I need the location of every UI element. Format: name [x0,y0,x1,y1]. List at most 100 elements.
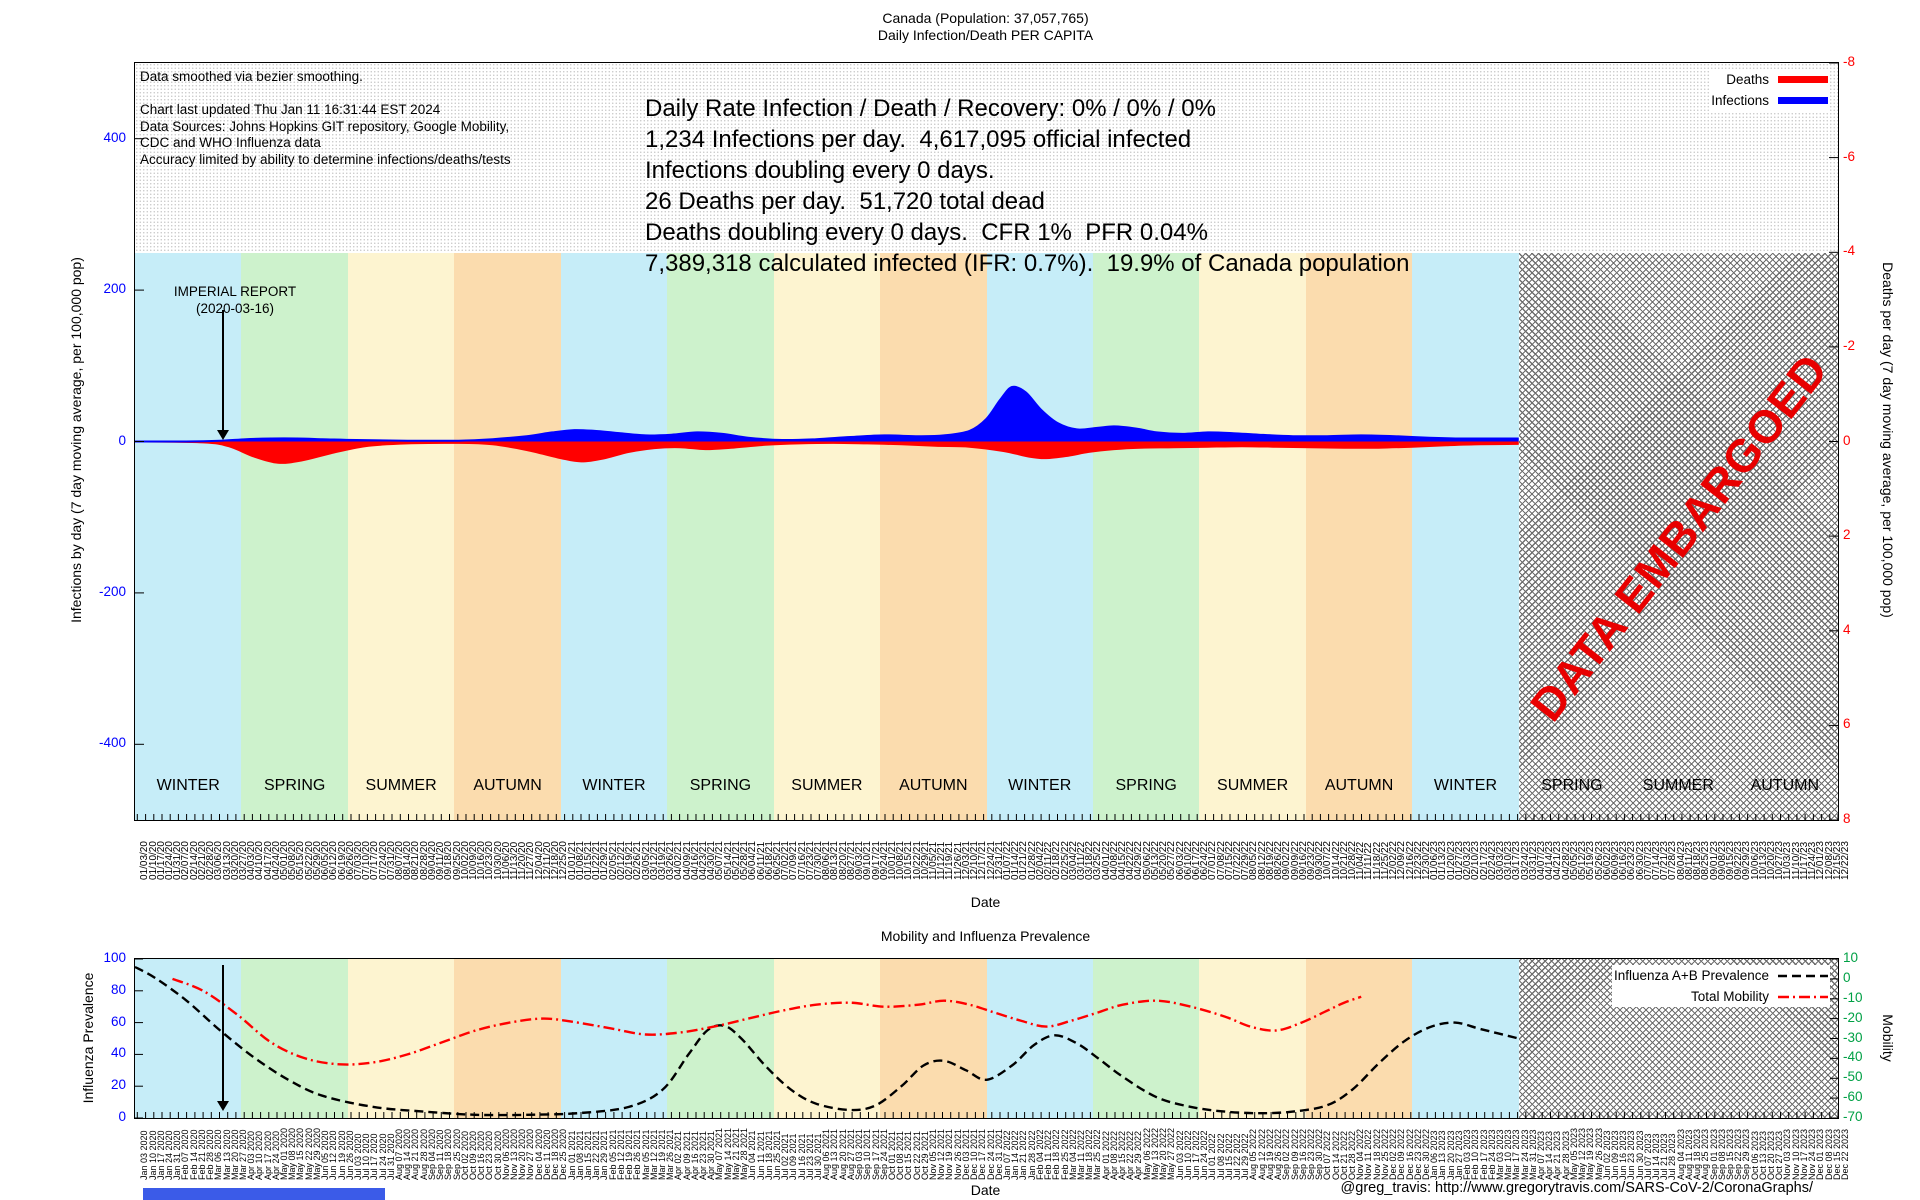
season-label: AUTUMN [899,777,968,794]
y-tick-label: -200 [98,583,126,599]
deaths-line-swatch [1778,76,1828,83]
season-label: WINTER [1433,777,1498,794]
season-label: SPRING [1115,777,1177,794]
daily-stats-block: Daily Rate Infection / Death / Recovery:… [645,93,1410,279]
bottom-chart-title: Mobility and Influenza Prevalence [880,928,1091,944]
infections-line-swatch [1778,97,1828,104]
stats-line: 7,389,318 calculated infected (IFR: 0.7%… [645,250,1410,277]
season-label: AUTUMN [1324,777,1394,794]
season-band [880,959,987,1118]
y-tick-label: 40 [110,1045,126,1061]
note-line: Data smoothed via bezier smoothing. [140,69,363,84]
season-band [880,253,987,820]
y-tick-label: -10 [1843,989,1863,1005]
season-band [667,253,774,820]
season-label: SPRING [689,777,752,794]
legend-label-mobility: Total Mobility [1690,989,1769,1004]
season-label: SUMMER [1217,777,1289,794]
legend-row-mobility: Total Mobility [1612,986,1830,1007]
legend-label-influenza: Influenza A+B Prevalence [1614,968,1769,983]
y-tick-label: 0 [118,1109,126,1124]
season-band [1199,959,1306,1118]
imperial-arrow-head [217,430,229,440]
y-tick-label: -2 [1843,337,1856,353]
bottom-series-layer [134,958,1839,1119]
y-tick-label: 20 [110,1077,126,1093]
bottom-x-axis-label: Date [970,1182,1001,1198]
main-series-layer [134,62,1839,821]
note-line: Data Sources: Johns Hopkins GIT reposito… [140,118,510,134]
y-tick-label: 8 [1843,811,1851,826]
imperial-report-title: IMPERIAL REPORT [173,284,297,299]
cropped-next-chart-fragment [143,1188,385,1200]
season-band [347,253,455,820]
season-band [454,253,561,820]
embargo-region-main: DATA EMBARGOED [1519,253,1838,820]
season-band [241,253,348,820]
credit-link: @greg_travis: http://www.gregorytravis.c… [1340,1180,1813,1196]
season-label: WINTER [582,777,646,794]
season-label: AUTUMN [473,777,542,794]
y-tick-label: 0 [1843,969,1851,985]
season-label: AUTUMN [1750,777,1819,794]
y-tick-label: 0 [118,432,126,448]
x-tick-label: 12/22/23 [1840,841,1851,880]
y-tick-label: -40 [1843,1049,1863,1065]
y-tick-label: -50 [1843,1069,1863,1085]
stats-line: 1,234 Infections per day. 4,617,095 offi… [645,126,1192,153]
y-tick-label: 0 [1843,432,1851,448]
stats-line: Deaths doubling every 0 days. CFR 1% PFR… [645,219,1208,246]
main-plot-area: DATA EMBARGOED Data smoothed via bezier … [134,62,1839,821]
season-label: SPRING [1541,777,1603,794]
deaths-line [134,440,1519,464]
season-band [347,959,455,1118]
page-subtitle: Daily Infection/Death PER CAPITA [877,27,1094,43]
y-tick-label: 2 [1843,527,1851,543]
stats-line: 26 Deaths per day. 51,720 total dead [645,188,1045,215]
y-tick-label: -400 [98,735,126,751]
season-label: SUMMER [365,777,437,794]
season-band [667,959,774,1118]
legend-row-infections: Infections [1709,90,1830,111]
season-label: SPRING [263,777,326,794]
infections-area [135,386,1519,442]
season-band [1305,253,1413,820]
y-tick-label: -60 [1843,1089,1863,1105]
influenza-line [134,965,1519,1117]
note-line: Accuracy limited by ability to determine… [140,151,511,167]
season-band [1412,253,1519,820]
mobility-line-swatch [1778,995,1828,998]
y-tick-label: 10 [1843,950,1859,965]
season-band [773,253,881,820]
y-tick-label: 200 [103,281,126,297]
season-band [773,959,881,1118]
main-legend: Deaths Infections [1709,69,1830,111]
influenza-line-swatch [1778,974,1828,977]
y-tick-label: 80 [110,981,126,997]
note-line: CDC and WHO Influenza data [140,135,321,150]
y-tick-label: -4 [1843,243,1856,259]
y-tick-label: 4 [1843,621,1851,637]
season-band [1305,959,1413,1118]
note-line: Chart last updated Thu Jan 11 16:31:44 E… [140,102,441,117]
legend-row-deaths: Deaths [1709,69,1830,90]
season-band [1199,253,1306,820]
season-band [986,959,1093,1118]
season-label: SUMMER [791,777,863,794]
infections-line [134,385,1519,443]
y-tick-label: 100 [103,950,126,965]
season-band [560,959,668,1118]
season-band [560,253,668,820]
mobility-line [172,977,1362,1066]
bottom-legend: Influenza A+B Prevalence Total Mobility [1612,965,1830,1007]
legend-label-deaths: Deaths [1726,72,1769,87]
season-label: SUMMER [1642,777,1714,794]
season-band [1092,253,1200,820]
imperial-report-date: (2020-03-16) [195,301,275,316]
imperial-arrow-line-bottom [222,965,224,1103]
imperial-report-annotation: IMPERIAL REPORT (2020-03-16) [150,283,320,317]
y-tick-label: 60 [110,1013,126,1029]
season-label: WINTER [1008,777,1072,794]
imperial-arrow-head-bottom [217,1101,229,1111]
season-band [986,253,1093,820]
